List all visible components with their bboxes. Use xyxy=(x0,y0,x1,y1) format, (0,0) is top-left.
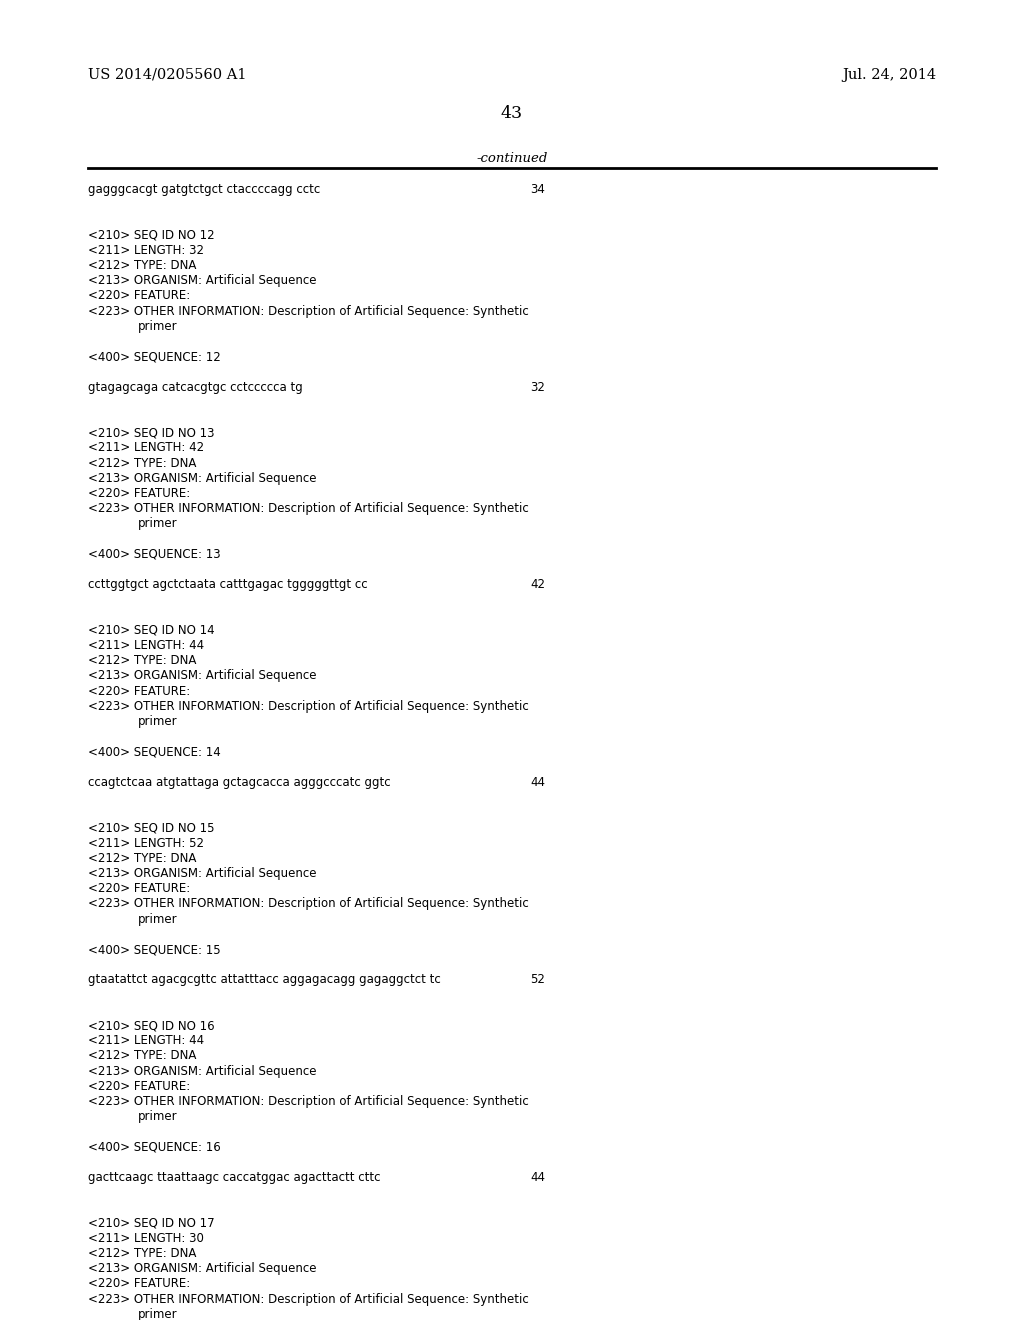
Text: 43: 43 xyxy=(501,106,523,121)
Text: <400> SEQUENCE: 13: <400> SEQUENCE: 13 xyxy=(88,548,220,561)
Text: <213> ORGANISM: Artificial Sequence: <213> ORGANISM: Artificial Sequence xyxy=(88,471,316,484)
Text: <210> SEQ ID NO 13: <210> SEQ ID NO 13 xyxy=(88,426,214,440)
Text: primer: primer xyxy=(138,319,177,333)
Text: <211> LENGTH: 32: <211> LENGTH: 32 xyxy=(88,244,204,257)
Text: <211> LENGTH: 44: <211> LENGTH: 44 xyxy=(88,1034,204,1047)
Text: primer: primer xyxy=(138,1308,177,1320)
Text: <220> FEATURE:: <220> FEATURE: xyxy=(88,289,190,302)
Text: primer: primer xyxy=(138,912,177,925)
Text: <213> ORGANISM: Artificial Sequence: <213> ORGANISM: Artificial Sequence xyxy=(88,275,316,288)
Text: gagggcacgt gatgtctgct ctaccccagg cctc: gagggcacgt gatgtctgct ctaccccagg cctc xyxy=(88,183,321,195)
Text: 42: 42 xyxy=(530,578,545,591)
Text: 34: 34 xyxy=(530,183,545,195)
Text: gacttcaagc ttaattaagc caccatggac agacttactt cttc: gacttcaagc ttaattaagc caccatggac agactta… xyxy=(88,1171,381,1184)
Text: 52: 52 xyxy=(530,973,545,986)
Text: US 2014/0205560 A1: US 2014/0205560 A1 xyxy=(88,69,247,82)
Text: <210> SEQ ID NO 16: <210> SEQ ID NO 16 xyxy=(88,1019,215,1032)
Text: <210> SEQ ID NO 12: <210> SEQ ID NO 12 xyxy=(88,228,215,242)
Text: <223> OTHER INFORMATION: Description of Artificial Sequence: Synthetic: <223> OTHER INFORMATION: Description of … xyxy=(88,305,528,318)
Text: <220> FEATURE:: <220> FEATURE: xyxy=(88,1278,190,1291)
Text: <211> LENGTH: 30: <211> LENGTH: 30 xyxy=(88,1232,204,1245)
Text: 44: 44 xyxy=(530,776,545,789)
Text: <223> OTHER INFORMATION: Description of Artificial Sequence: Synthetic: <223> OTHER INFORMATION: Description of … xyxy=(88,700,528,713)
Text: <213> ORGANISM: Artificial Sequence: <213> ORGANISM: Artificial Sequence xyxy=(88,669,316,682)
Text: <212> TYPE: DNA: <212> TYPE: DNA xyxy=(88,457,197,470)
Text: <223> OTHER INFORMATION: Description of Artificial Sequence: Synthetic: <223> OTHER INFORMATION: Description of … xyxy=(88,898,528,911)
Text: <223> OTHER INFORMATION: Description of Artificial Sequence: Synthetic: <223> OTHER INFORMATION: Description of … xyxy=(88,502,528,515)
Text: <223> OTHER INFORMATION: Description of Artificial Sequence: Synthetic: <223> OTHER INFORMATION: Description of … xyxy=(88,1292,528,1305)
Text: <211> LENGTH: 44: <211> LENGTH: 44 xyxy=(88,639,204,652)
Text: <213> ORGANISM: Artificial Sequence: <213> ORGANISM: Artificial Sequence xyxy=(88,1262,316,1275)
Text: <212> TYPE: DNA: <212> TYPE: DNA xyxy=(88,1247,197,1261)
Text: <400> SEQUENCE: 15: <400> SEQUENCE: 15 xyxy=(88,942,220,956)
Text: <211> LENGTH: 42: <211> LENGTH: 42 xyxy=(88,441,204,454)
Text: <210> SEQ ID NO 14: <210> SEQ ID NO 14 xyxy=(88,624,215,636)
Text: gtagagcaga catcacgtgc cctccccca tg: gtagagcaga catcacgtgc cctccccca tg xyxy=(88,380,303,393)
Text: <213> ORGANISM: Artificial Sequence: <213> ORGANISM: Artificial Sequence xyxy=(88,867,316,880)
Text: primer: primer xyxy=(138,517,177,531)
Text: <211> LENGTH: 52: <211> LENGTH: 52 xyxy=(88,837,204,850)
Text: <213> ORGANISM: Artificial Sequence: <213> ORGANISM: Artificial Sequence xyxy=(88,1065,316,1077)
Text: <220> FEATURE:: <220> FEATURE: xyxy=(88,882,190,895)
Text: <210> SEQ ID NO 17: <210> SEQ ID NO 17 xyxy=(88,1217,215,1230)
Text: <212> TYPE: DNA: <212> TYPE: DNA xyxy=(88,259,197,272)
Text: <220> FEATURE:: <220> FEATURE: xyxy=(88,1080,190,1093)
Text: <400> SEQUENCE: 16: <400> SEQUENCE: 16 xyxy=(88,1140,221,1154)
Text: <220> FEATURE:: <220> FEATURE: xyxy=(88,685,190,697)
Text: ccagtctcaa atgtattaga gctagcacca agggcccatc ggtc: ccagtctcaa atgtattaga gctagcacca agggccc… xyxy=(88,776,390,789)
Text: gtaatattct agacgcgttc attatttacc aggagacagg gagaggctct tc: gtaatattct agacgcgttc attatttacc aggagac… xyxy=(88,973,440,986)
Text: primer: primer xyxy=(138,715,177,729)
Text: <400> SEQUENCE: 14: <400> SEQUENCE: 14 xyxy=(88,746,221,759)
Text: 44: 44 xyxy=(530,1171,545,1184)
Text: ccttggtgct agctctaata catttgagac tgggggttgt cc: ccttggtgct agctctaata catttgagac tgggggt… xyxy=(88,578,368,591)
Text: <223> OTHER INFORMATION: Description of Artificial Sequence: Synthetic: <223> OTHER INFORMATION: Description of … xyxy=(88,1096,528,1107)
Text: 32: 32 xyxy=(530,380,545,393)
Text: -continued: -continued xyxy=(476,152,548,165)
Text: <212> TYPE: DNA: <212> TYPE: DNA xyxy=(88,1049,197,1063)
Text: <212> TYPE: DNA: <212> TYPE: DNA xyxy=(88,655,197,667)
Text: <400> SEQUENCE: 12: <400> SEQUENCE: 12 xyxy=(88,350,221,363)
Text: Jul. 24, 2014: Jul. 24, 2014 xyxy=(842,69,936,82)
Text: <212> TYPE: DNA: <212> TYPE: DNA xyxy=(88,851,197,865)
Text: <220> FEATURE:: <220> FEATURE: xyxy=(88,487,190,500)
Text: primer: primer xyxy=(138,1110,177,1123)
Text: <210> SEQ ID NO 15: <210> SEQ ID NO 15 xyxy=(88,821,214,834)
